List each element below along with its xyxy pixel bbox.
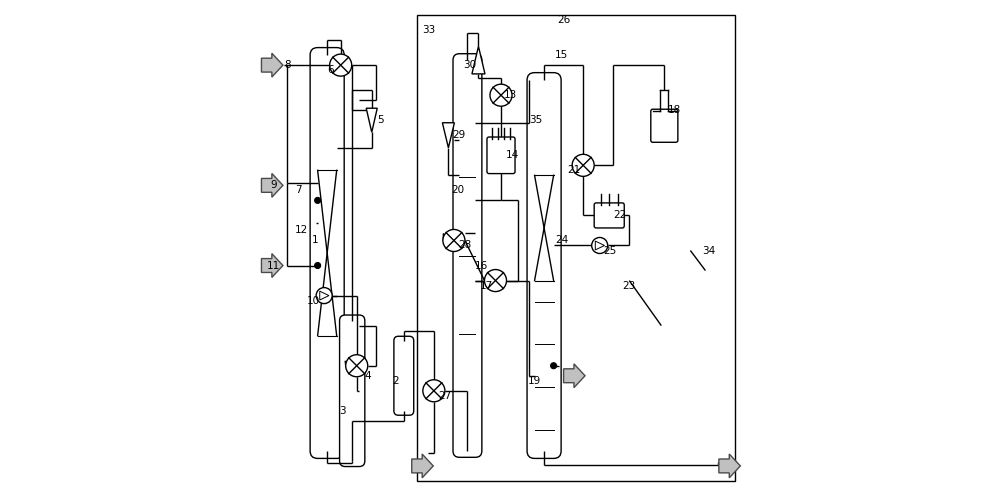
Text: 8: 8	[284, 60, 290, 70]
Text: 6: 6	[327, 65, 334, 75]
Text: 20: 20	[451, 185, 464, 195]
Text: 30: 30	[463, 60, 477, 70]
Bar	[417, 15, 735, 481]
Text: 16: 16	[475, 261, 488, 271]
Circle shape	[316, 288, 332, 304]
Polygon shape	[261, 173, 283, 197]
Circle shape	[572, 154, 594, 176]
Text: 5: 5	[377, 115, 384, 125]
Text: 4: 4	[364, 371, 371, 381]
Text: 1: 1	[311, 235, 318, 245]
Polygon shape	[472, 47, 485, 74]
Circle shape	[484, 270, 507, 292]
Text: 25: 25	[604, 245, 617, 256]
Text: 24: 24	[555, 235, 569, 245]
Text: 34: 34	[702, 245, 715, 256]
Text: 11: 11	[267, 261, 280, 271]
Text: 7: 7	[295, 185, 301, 195]
Text: 22: 22	[614, 210, 627, 220]
Text: 28: 28	[458, 240, 472, 250]
Circle shape	[592, 237, 608, 254]
Circle shape	[346, 355, 368, 377]
FancyBboxPatch shape	[651, 109, 678, 142]
Text: 14: 14	[505, 150, 519, 160]
Text: 12: 12	[294, 225, 308, 235]
Text: 19: 19	[527, 376, 541, 386]
Polygon shape	[595, 241, 605, 250]
Polygon shape	[366, 108, 377, 132]
Polygon shape	[261, 254, 283, 278]
FancyBboxPatch shape	[394, 336, 414, 415]
Text: 29: 29	[452, 130, 465, 140]
Text: 9: 9	[270, 180, 277, 190]
Circle shape	[490, 84, 512, 106]
Circle shape	[315, 197, 321, 203]
FancyBboxPatch shape	[340, 315, 365, 466]
FancyBboxPatch shape	[594, 203, 624, 228]
Polygon shape	[564, 364, 585, 388]
FancyBboxPatch shape	[487, 137, 515, 174]
Text: 2: 2	[392, 376, 399, 386]
Polygon shape	[320, 291, 329, 300]
Circle shape	[423, 380, 445, 402]
Text: 21: 21	[568, 165, 581, 175]
FancyBboxPatch shape	[527, 73, 561, 458]
Text: 18: 18	[668, 105, 681, 115]
Circle shape	[551, 363, 557, 369]
Polygon shape	[261, 53, 283, 77]
Text: 3: 3	[339, 406, 345, 416]
Text: 27: 27	[438, 391, 452, 401]
Polygon shape	[442, 123, 454, 148]
Circle shape	[330, 54, 352, 76]
Text: 17: 17	[479, 281, 493, 291]
Text: 15: 15	[554, 50, 568, 60]
Circle shape	[315, 263, 321, 269]
Text: 10: 10	[307, 296, 320, 306]
FancyBboxPatch shape	[310, 48, 344, 458]
FancyBboxPatch shape	[453, 54, 482, 457]
Text: 26: 26	[558, 15, 571, 25]
Text: 35: 35	[529, 115, 543, 125]
Text: 33: 33	[422, 25, 435, 35]
Circle shape	[443, 229, 465, 252]
Polygon shape	[412, 454, 433, 478]
Text: 13: 13	[504, 90, 517, 100]
Text: 23: 23	[623, 281, 636, 291]
Polygon shape	[719, 454, 740, 478]
